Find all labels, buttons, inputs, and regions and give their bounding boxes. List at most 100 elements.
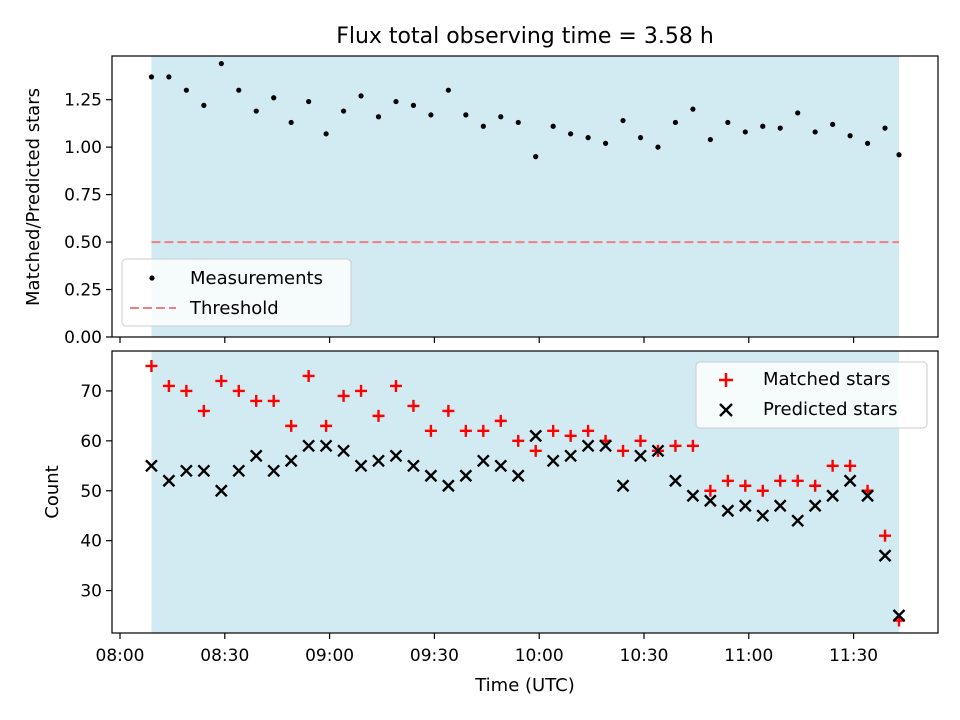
x-axis-label: Time (UTC) (474, 675, 575, 696)
matched-star-point (407, 399, 420, 412)
measurement-point (358, 93, 364, 99)
x-tick-label: 08:00 (96, 646, 145, 666)
measurement-point (896, 152, 902, 158)
measurement-point (742, 129, 748, 135)
matched-star-point (879, 529, 892, 542)
measurement-point (864, 140, 871, 146)
chart-title: Flux total observing time = 3.58 h (336, 24, 714, 49)
predicted-star-point (756, 509, 770, 523)
top-legend: Measurements Threshold (121, 258, 352, 327)
matched-star-point (739, 479, 752, 492)
matched-star-points (145, 359, 906, 627)
matched-star-point (721, 474, 734, 487)
matched-star-point (459, 424, 472, 437)
predicted-star-point (319, 439, 333, 453)
matched-star-point (477, 424, 490, 437)
predicted-star-points (145, 429, 906, 622)
top-legend-box (121, 258, 352, 327)
matched-star-point (512, 434, 525, 447)
y-tick-label: 0.00 (64, 328, 102, 348)
measurement-point (707, 136, 713, 143)
y-tick-label: 1.25 (64, 91, 102, 111)
predicted-star-point (878, 549, 892, 562)
predicted-star-point (267, 464, 281, 478)
predicted-star-point (861, 489, 874, 503)
matched-star-point (826, 459, 839, 472)
measurement-point (568, 131, 574, 137)
matched-star-point (756, 484, 769, 497)
predicted-star-point (442, 479, 455, 493)
predicted-star-point (564, 449, 577, 463)
measurement-point (218, 60, 224, 67)
matched-star-point (355, 384, 368, 397)
matched-star-point (529, 444, 542, 457)
predicted-star-point (494, 459, 508, 473)
measurement-point (410, 102, 417, 108)
matched-star-point (617, 444, 630, 457)
bottom-x-ticks: 08:00 08:30 09:00 09:30 10:00 10:30 11:00 11:30 (96, 633, 878, 666)
predicted-star-point (162, 474, 176, 488)
measurement-point (288, 119, 294, 126)
measurement-point (148, 74, 155, 80)
predicted-star-point (459, 469, 473, 483)
measurement-point (306, 98, 312, 105)
legend-label-predicted: Predicted stars (763, 399, 897, 420)
legend-marker-matched (719, 373, 733, 387)
x-tick-label: 09:00 (305, 646, 354, 666)
measurement-points (148, 60, 902, 160)
measurement-point (271, 95, 277, 101)
measurement-point (882, 125, 888, 131)
bottom-panel: 30 40 50 60 70 08:00 08:30 09:00 09:30 10:00 10:3… (42, 350, 939, 696)
predicted-star-point (791, 514, 805, 528)
y-tick-label: 0.75 (64, 186, 102, 206)
y-tick-label: 40 (80, 532, 102, 552)
predicted-star-point (529, 429, 543, 443)
predicted-star-point (337, 444, 350, 458)
y-tick-label: 70 (80, 382, 102, 402)
top-y-axis-label: Matched/Predicted stars (23, 88, 44, 306)
predicted-star-point (808, 499, 822, 513)
predicted-star-point (738, 499, 752, 513)
predicted-star-point (599, 439, 612, 453)
measurement-point (183, 87, 189, 93)
measurement-point (795, 110, 801, 116)
predicted-star-point (669, 474, 682, 488)
measurement-point (655, 144, 661, 150)
measurement-point (812, 129, 818, 135)
matched-star-point (791, 474, 804, 487)
predicted-star-point (511, 469, 525, 483)
top-y-ticks: 0.00 0.25 0.50 0.75 1.00 1.25 (64, 91, 112, 348)
top-x-ticks (119, 337, 855, 343)
matched-star-point (337, 389, 350, 402)
x-tick-label: 08:30 (200, 646, 249, 666)
top-axes-frame (111, 55, 939, 338)
matched-star-point (285, 419, 298, 432)
predicted-star-point (581, 439, 595, 453)
measurement-point (480, 123, 486, 129)
x-tick-label: 11:00 (724, 646, 773, 666)
predicted-star-point (476, 454, 490, 468)
measurement-point (515, 119, 521, 126)
predicted-star-point (616, 479, 630, 493)
matched-star-point (424, 424, 437, 437)
measurement-point (620, 117, 626, 124)
measurement-point (393, 98, 399, 105)
matched-star-point (774, 474, 787, 487)
measurement-point (445, 87, 451, 93)
y-tick-label: 60 (80, 432, 102, 452)
matched-star-point (634, 434, 647, 447)
predicted-star-point (372, 454, 385, 468)
predicted-star-point (704, 494, 717, 508)
legend-label-measurements: Measurements (190, 268, 323, 289)
matched-star-point (389, 379, 402, 392)
predicted-star-point (214, 484, 228, 498)
predicted-star-point (843, 474, 857, 488)
predicted-star-point (721, 504, 735, 518)
legend-marker-measurements (149, 275, 155, 281)
measurement-point (201, 102, 207, 108)
measurement-point (830, 121, 836, 127)
y-tick-label: 1.00 (64, 138, 102, 158)
matched-star-point (215, 374, 228, 387)
measurement-point (585, 135, 591, 141)
